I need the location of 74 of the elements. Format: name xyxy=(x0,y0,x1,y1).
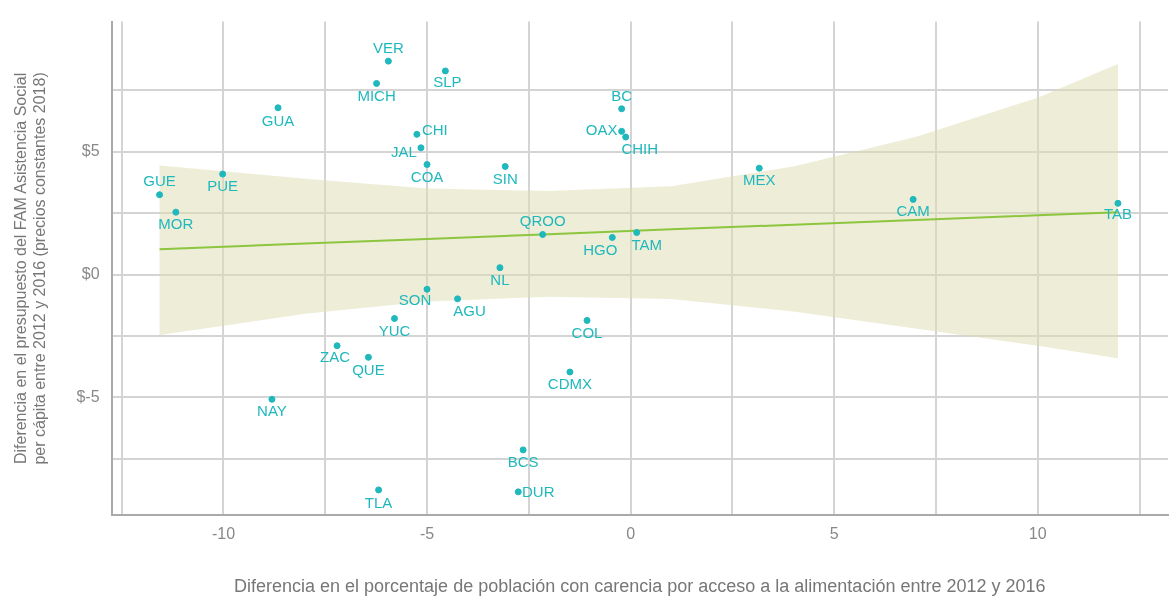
annotation: GUE xyxy=(143,171,176,189)
point xyxy=(364,353,372,361)
annotation: GUA xyxy=(261,111,295,129)
point xyxy=(268,395,276,403)
point xyxy=(219,170,227,178)
annotation: QROO xyxy=(519,211,566,229)
point xyxy=(618,127,626,135)
x-tick-label: -5 xyxy=(419,525,435,543)
annotation: SIN xyxy=(492,169,518,187)
x-tick-label: 5 xyxy=(829,525,839,543)
annotation: NAY xyxy=(257,402,287,420)
y-tick-label: $0 xyxy=(81,264,100,282)
point xyxy=(384,57,392,65)
point xyxy=(423,285,431,293)
point xyxy=(755,164,763,172)
point xyxy=(1114,199,1122,207)
annotation: PUE xyxy=(207,177,239,195)
point xyxy=(496,264,504,272)
annotation: SLP xyxy=(433,73,462,91)
x-tick-label: -10 xyxy=(211,525,236,543)
point xyxy=(373,79,381,87)
point xyxy=(909,195,917,203)
point xyxy=(441,67,449,75)
point xyxy=(566,368,574,376)
point xyxy=(519,446,527,454)
annotation: COA xyxy=(410,167,444,185)
point xyxy=(618,105,626,113)
point xyxy=(375,486,383,494)
annotation: VER xyxy=(372,39,404,57)
y-tick-label: $5 xyxy=(81,142,100,160)
point xyxy=(622,133,630,141)
annotation: BC xyxy=(611,86,633,104)
annotation: CHI xyxy=(421,121,448,139)
annotation: TAM xyxy=(631,235,662,253)
point xyxy=(633,229,641,237)
annotation: TAB xyxy=(1103,205,1132,223)
annotation: ZAC xyxy=(320,347,351,365)
annotation: CHIH xyxy=(621,140,659,158)
annotation: SON xyxy=(398,291,432,309)
annotation: HGO xyxy=(583,240,618,258)
x-tick-label: 0 xyxy=(626,525,636,543)
annotation: COL xyxy=(571,323,603,341)
point xyxy=(390,315,398,322)
annotation: MICH xyxy=(357,86,396,104)
annotation: DUR xyxy=(521,483,555,501)
annotation: BCS xyxy=(507,453,539,471)
annotation: MEX xyxy=(742,171,776,189)
point xyxy=(608,233,616,241)
annotation: YUC xyxy=(378,321,411,339)
point xyxy=(172,208,180,216)
annotation: OAX xyxy=(585,120,618,138)
point xyxy=(417,144,425,152)
y-tick-label: $-5 xyxy=(76,387,100,405)
point xyxy=(514,488,522,496)
annotation: MOR xyxy=(158,215,194,233)
x-tick-label: 10 xyxy=(1028,525,1047,543)
point xyxy=(156,191,164,199)
annotation: JAL xyxy=(391,142,417,160)
y-axis-title: Diferencia en el presupuesto del FAM Asistencia Social per cápita entre 2012 y 2016 (precios constantes 2018) xyxy=(12,72,49,465)
annotation: AGU xyxy=(453,301,486,319)
annotation: QUE xyxy=(352,361,385,379)
point xyxy=(274,104,282,112)
point xyxy=(413,130,421,138)
point xyxy=(423,161,431,169)
x-axis-title: Diferencia en el porcentaje de población con carencia por acceso a la alimentación entre 2012 y 2016 xyxy=(234,576,1046,597)
point xyxy=(333,342,341,350)
annotation: TLA xyxy=(364,494,393,512)
annotation: CDMX xyxy=(547,375,593,393)
point xyxy=(501,162,509,170)
annotation: CAM xyxy=(896,201,930,219)
point xyxy=(454,295,462,303)
annotation: NL xyxy=(490,270,510,288)
point xyxy=(539,231,547,239)
point xyxy=(583,316,591,324)
